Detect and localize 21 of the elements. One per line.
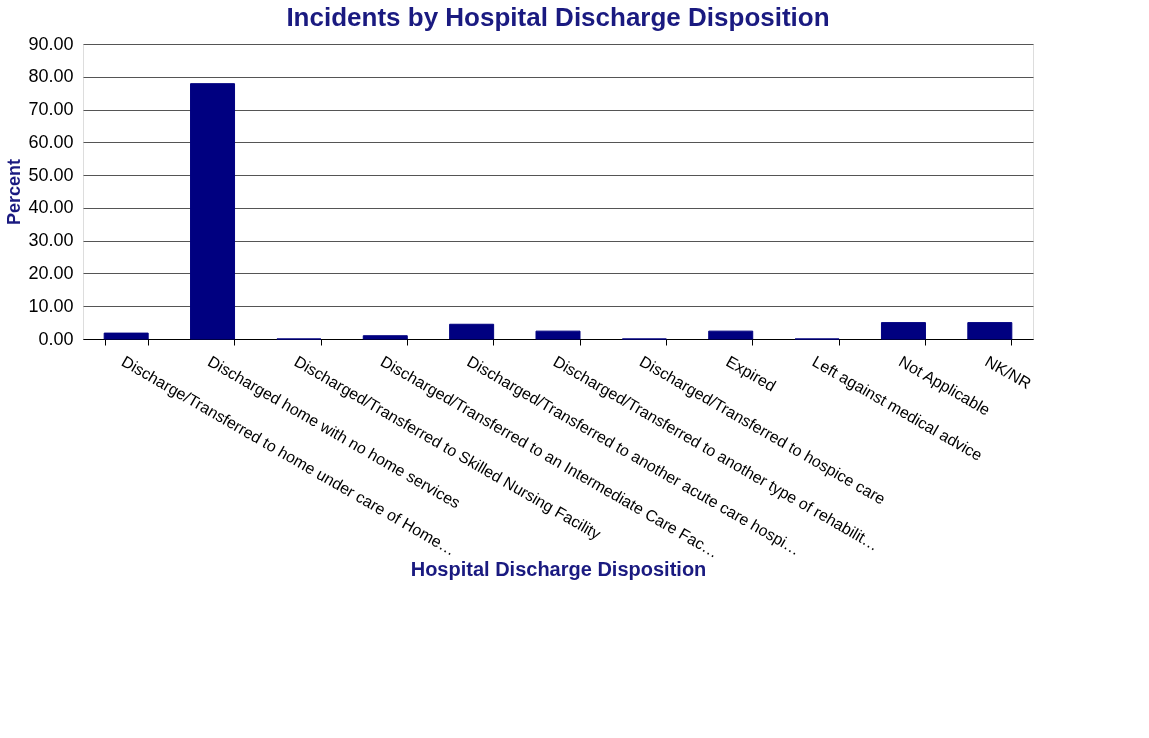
y-tick-label: 70.00: [28, 99, 74, 120]
y-tick-label: 50.00: [28, 164, 74, 185]
x-axis-title: Hospital Discharge Disposition: [410, 557, 707, 580]
bar: [967, 322, 1013, 340]
y-tick-label: 80.00: [28, 66, 74, 87]
bar: [535, 330, 581, 340]
y-tick-label: 0.00: [38, 328, 74, 349]
y-tick-label: 90.00: [28, 33, 74, 54]
y-tick-label: 20.00: [28, 262, 74, 283]
y-tick-label: 30.00: [28, 230, 74, 251]
bar: [362, 335, 408, 340]
y-axis-title: Percent: [4, 158, 25, 226]
y-tick-label: 10.00: [28, 295, 74, 316]
bar: [103, 332, 149, 340]
y-tick-label: 40.00: [28, 197, 74, 218]
bar: [449, 323, 495, 340]
bar: [880, 322, 926, 340]
chart-title: Incidents by Hospital Discharge Disposition: [286, 2, 830, 32]
y-tick-label: 60.00: [28, 131, 74, 152]
bar: [708, 330, 754, 340]
bar: [190, 83, 236, 340]
